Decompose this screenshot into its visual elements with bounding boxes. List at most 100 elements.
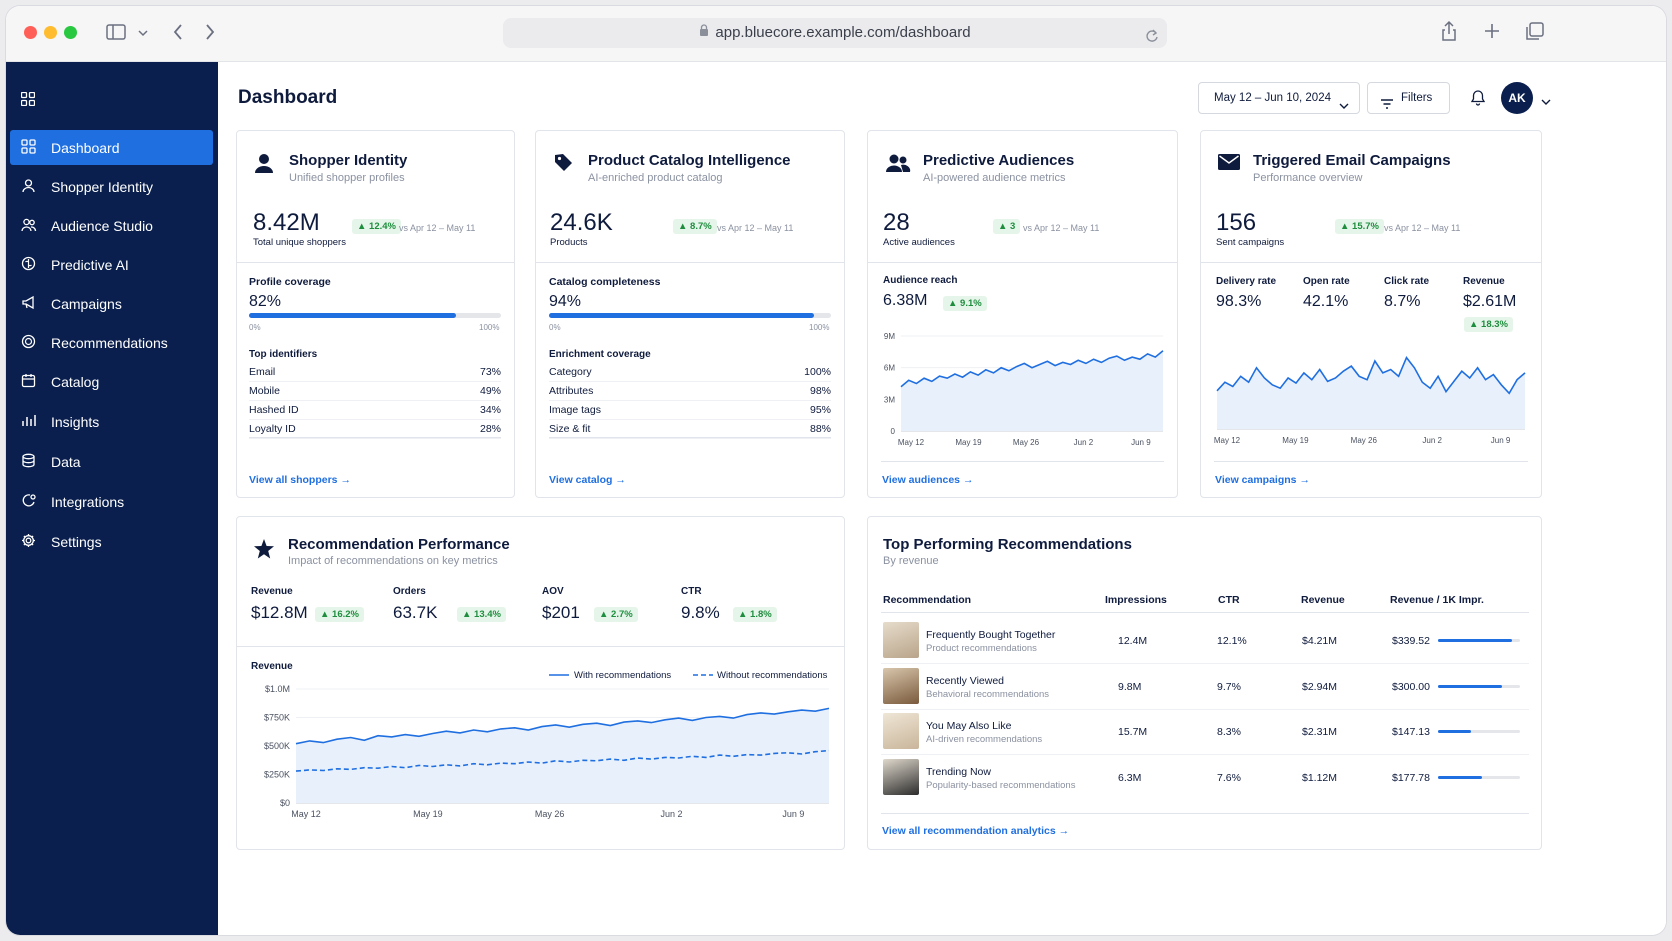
- divider: [881, 612, 1529, 613]
- recommendation-name[interactable]: Recently Viewed: [926, 674, 1005, 687]
- sidebar-item-campaigns[interactable]: Campaigns: [10, 286, 213, 321]
- view-all-shoppers-link[interactable]: View all shoppers →: [249, 474, 351, 486]
- revenue-cell: $2.94M: [1302, 680, 1338, 693]
- sidebar-item-dashboard[interactable]: Dashboard: [10, 130, 213, 165]
- browser-toolbar: app.bluecore.example.com/dashboard: [6, 6, 1666, 62]
- view-audiences-link[interactable]: View audiences →: [882, 474, 974, 486]
- shopper-identity-card: Shopper Identity Unified shopper profile…: [236, 130, 515, 498]
- rec-metric-label: Revenue: [251, 586, 293, 597]
- chevron-down-icon[interactable]: [137, 24, 149, 44]
- rev-per-1k-bar: [1438, 639, 1520, 642]
- x-tick-label: May 26: [1351, 436, 1378, 445]
- x-tick-label: May 12: [1214, 436, 1241, 445]
- reload-icon[interactable]: [1145, 25, 1159, 55]
- sidebar-toggle-icon[interactable]: [106, 23, 126, 45]
- series-area: [901, 350, 1163, 431]
- rev-per-1k-cell: $339.52: [1392, 635, 1430, 647]
- rec-metric-label: AOV: [542, 586, 564, 597]
- compare-text: vs Apr 12 – May 11: [717, 223, 794, 233]
- email-performance-chart: May 12 May 19 May 26 Jun 2 Jun 9: [1214, 356, 1526, 445]
- star-badge-icon: [21, 334, 36, 349]
- list-title: Top identifiers: [249, 349, 318, 360]
- new-tab-icon[interactable]: [1483, 22, 1501, 44]
- row-divider: [249, 419, 501, 420]
- date-range-select[interactable]: May 12 – Jun 10, 2024: [1198, 82, 1360, 114]
- x-tick-label: May 19: [413, 809, 443, 819]
- reach-change-badge: ▲ 9.1%: [943, 296, 987, 311]
- email-metric-label: Delivery rate: [1216, 276, 1277, 287]
- coverage-value: 94%: [549, 293, 582, 310]
- row-divider: [549, 400, 831, 401]
- series-line: [900, 350, 1164, 388]
- coverage-bar-fill: [249, 313, 456, 318]
- list-item-label: Attributes: [549, 385, 594, 397]
- address-bar[interactable]: app.bluecore.example.com/dashboard: [503, 18, 1167, 48]
- sidebar-item-settings[interactable]: Settings: [10, 524, 213, 559]
- sidebar-item-audience-studio[interactable]: Audience Studio: [10, 208, 213, 243]
- row-divider: [881, 663, 1529, 664]
- view-campaigns-link[interactable]: View campaigns →: [1215, 474, 1310, 486]
- maximize-window-button[interactable]: [64, 26, 77, 39]
- divider: [237, 262, 514, 263]
- range-max: 100%: [809, 323, 830, 332]
- product-thumbnail: [883, 713, 919, 749]
- change-badge: ▲ 3: [993, 219, 1021, 234]
- sidebar-item-label: Audience Studio: [51, 217, 153, 234]
- recommendation-name[interactable]: Trending Now: [926, 765, 991, 778]
- forward-icon[interactable]: [204, 22, 216, 46]
- recommendation-name[interactable]: You May Also Like: [926, 720, 1012, 732]
- x-tick-label: Jun 9: [1131, 438, 1151, 447]
- series-line: [295, 707, 830, 745]
- avatar[interactable]: AK: [1501, 82, 1533, 114]
- database-icon: [22, 453, 35, 468]
- minimize-window-button[interactable]: [44, 26, 57, 39]
- coverage-bar: [549, 313, 831, 318]
- row-divider: [549, 419, 831, 420]
- recommendation-desc: Product recommendations: [926, 643, 1037, 654]
- recommendation-desc: AI-driven recommendations: [926, 734, 1043, 745]
- recommendation-name[interactable]: Frequently Bought Together: [926, 629, 1056, 641]
- bell-icon[interactable]: [1470, 89, 1486, 111]
- close-window-button[interactable]: [24, 26, 37, 39]
- sidebar-item-predictive-ai[interactable]: Predictive AI: [10, 247, 213, 282]
- sidebar-item-catalog[interactable]: Catalog: [10, 364, 213, 399]
- rec-metric-change-badge: ▲ 16.2%: [315, 607, 364, 622]
- chevron-down-icon[interactable]: [1541, 94, 1551, 112]
- sidebar-item-data[interactable]: Data: [10, 444, 213, 479]
- sidebar-item-shopper-identity[interactable]: Shopper Identity: [10, 169, 213, 204]
- sidebar-item-recommendations[interactable]: Recommendations: [10, 325, 213, 360]
- filters-button[interactable]: Filters: [1367, 82, 1450, 114]
- ctr-cell: 9.7%: [1217, 680, 1241, 693]
- grid-icon: [21, 139, 36, 154]
- x-tick-label: May 26: [1013, 438, 1040, 447]
- metric-value: 28: [883, 209, 910, 236]
- column-header: Revenue / 1K Impr.: [1390, 594, 1484, 606]
- list-title: Enrichment coverage: [549, 349, 651, 360]
- ctr-cell: 7.6%: [1217, 771, 1241, 784]
- app-grid-icon[interactable]: [20, 91, 36, 111]
- sidebar-item-integrations[interactable]: Integrations: [10, 484, 213, 519]
- change-badge: ▲ 12.4%: [352, 219, 401, 234]
- compare-text: vs Apr 12 – May 11: [1384, 223, 1461, 233]
- top-recommendations-card: Top Performing Recommendations By revenu…: [867, 516, 1542, 850]
- arrow-right-icon: →: [340, 474, 351, 486]
- divider: [1201, 262, 1541, 263]
- tabs-overview-icon[interactable]: [1525, 21, 1545, 45]
- view-recommendation-analytics-link[interactable]: View all recommendation analytics →: [882, 825, 1070, 837]
- filter-icon: [1380, 92, 1394, 122]
- sidebar-item-insights[interactable]: Insights: [10, 404, 213, 439]
- rec-metric-label: CTR: [681, 586, 702, 597]
- recommendation-performance-card: Recommendation Performance Impact of rec…: [236, 516, 845, 850]
- back-icon[interactable]: [172, 22, 184, 46]
- y-tick-label: $1.0M: [265, 684, 290, 694]
- list-item-value: 95%: [809, 404, 831, 416]
- range-min: 0%: [249, 323, 261, 332]
- view-catalog-link[interactable]: View catalog →: [549, 474, 626, 486]
- sidebar-item-label: Predictive AI: [51, 256, 129, 273]
- sidebar-item-label: Catalog: [51, 373, 100, 390]
- browser-window: app.bluecore.example.com/dashboard Dashb…: [6, 6, 1666, 935]
- metric-value: 24.6K: [550, 209, 613, 236]
- share-icon[interactable]: [1440, 20, 1458, 46]
- row-divider: [549, 381, 831, 382]
- rev-per-1k-cell: $147.13: [1392, 726, 1430, 738]
